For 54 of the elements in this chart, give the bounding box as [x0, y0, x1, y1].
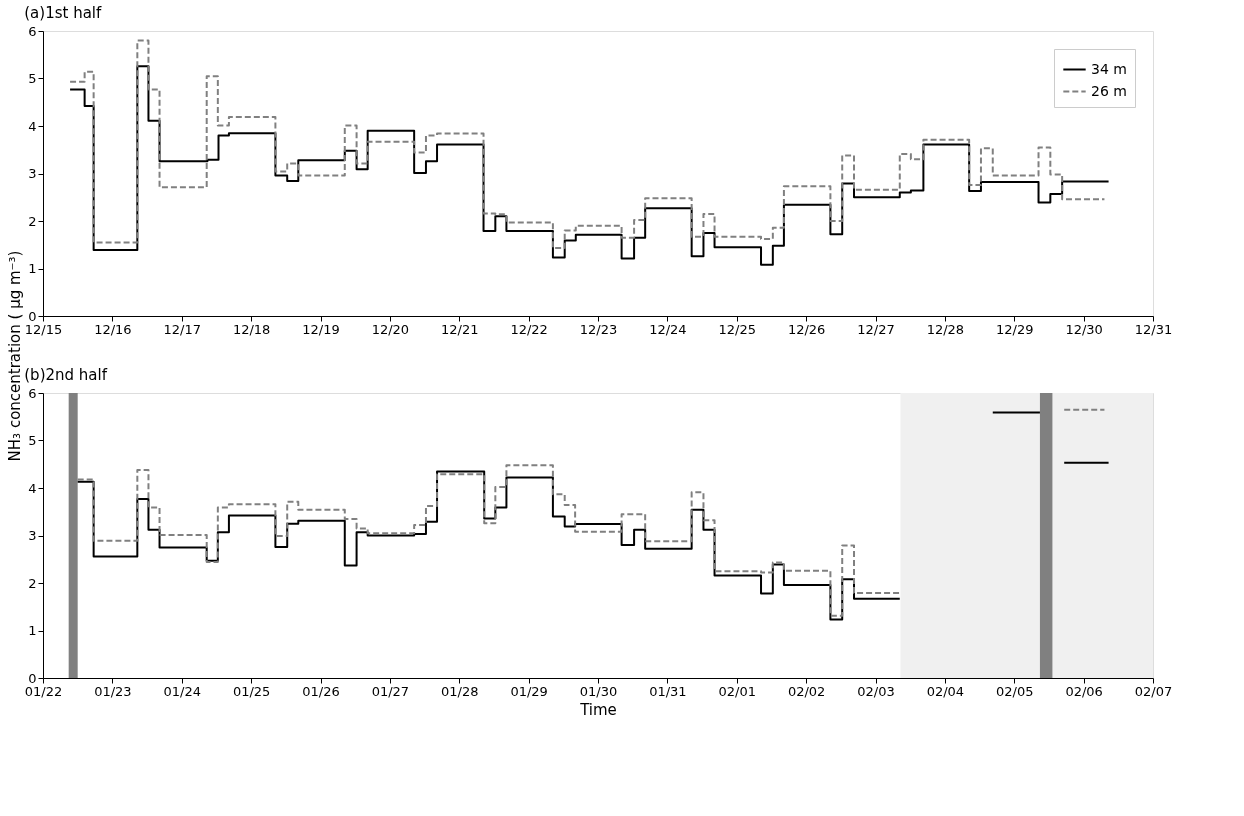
x-tick-label: 02/02 — [787, 683, 826, 699]
y-tick-label: 2 — [28, 575, 37, 591]
chart-title: (b)2nd half — [24, 366, 108, 384]
legend-label: 34 m — [1091, 60, 1127, 77]
y-tick-label: 1 — [28, 623, 37, 638]
y-axis-title: NH₃ concentration ( μg m⁻³) — [6, 250, 24, 462]
legend-label: 26 m — [1091, 82, 1127, 99]
y-tick-label: 3 — [28, 528, 37, 543]
x-tick-label: 12/23 — [579, 321, 618, 337]
x-tick-label: 12/25 — [718, 321, 756, 337]
x-tick-label: 02/01 — [718, 683, 756, 699]
x-tick-label: 01/23 — [94, 683, 132, 699]
y-tick-label: 0 — [28, 670, 37, 686]
x-tick-label: 12/18 — [232, 321, 271, 337]
x-tick-label: 12/31 — [1134, 321, 1173, 337]
x-tick-label: 12/26 — [787, 321, 826, 337]
y-tick-label: 5 — [28, 71, 37, 86]
x-tick-label: 02/04 — [926, 683, 965, 699]
x-tick-label: 12/27 — [857, 321, 895, 337]
x-tick-label: 12/15 — [24, 321, 63, 337]
y-tick-label: 1 — [28, 261, 37, 276]
x-tick-label: 12/24 — [649, 321, 687, 337]
x-tick-label: 12/20 — [371, 321, 410, 337]
x-tick-label: 12/22 — [510, 321, 548, 337]
x-tick-label: 01/29 — [510, 683, 548, 699]
y-tick-label: 2 — [28, 213, 37, 229]
x-tick-label: 02/03 — [857, 683, 895, 699]
y-tick-label: 4 — [28, 480, 37, 496]
x-tick-label: 02/05 — [996, 683, 1034, 699]
x-tick-label: 01/30 — [579, 683, 618, 699]
x-tick-label: 12/19 — [302, 321, 340, 337]
x-tick-label: 12/17 — [163, 321, 201, 337]
x-tick-label: 02/06 — [1065, 683, 1103, 699]
x-tick-label: 12/29 — [996, 321, 1034, 337]
chart-title: (a)1st half — [24, 4, 103, 22]
x-tick-label: 12/30 — [1065, 321, 1103, 337]
x-tick-label: 01/22 — [24, 683, 63, 699]
x-tick-label: 01/27 — [371, 683, 410, 699]
x-tick-label: 12/16 — [94, 321, 132, 337]
y-tick-label: 0 — [28, 308, 37, 324]
x-tick-label: 01/31 — [649, 683, 687, 699]
y-tick-label: 6 — [28, 23, 37, 39]
x-tick-label: 02/07 — [1134, 683, 1173, 699]
x-tick-label: 12/21 — [441, 321, 479, 337]
x-tick-label: 01/28 — [441, 683, 479, 699]
y-tick-label: 3 — [28, 166, 37, 181]
x-tick-label: 12/28 — [926, 321, 965, 337]
y-tick-label: 6 — [28, 385, 37, 401]
x-tick-label: 01/24 — [163, 683, 201, 699]
y-tick-label: 4 — [28, 118, 37, 134]
y-tick-label: 5 — [28, 433, 37, 448]
x-axis-title: Time — [579, 700, 617, 719]
x-tick-label: 01/26 — [302, 683, 340, 699]
x-tick-label: 01/25 — [232, 683, 271, 699]
